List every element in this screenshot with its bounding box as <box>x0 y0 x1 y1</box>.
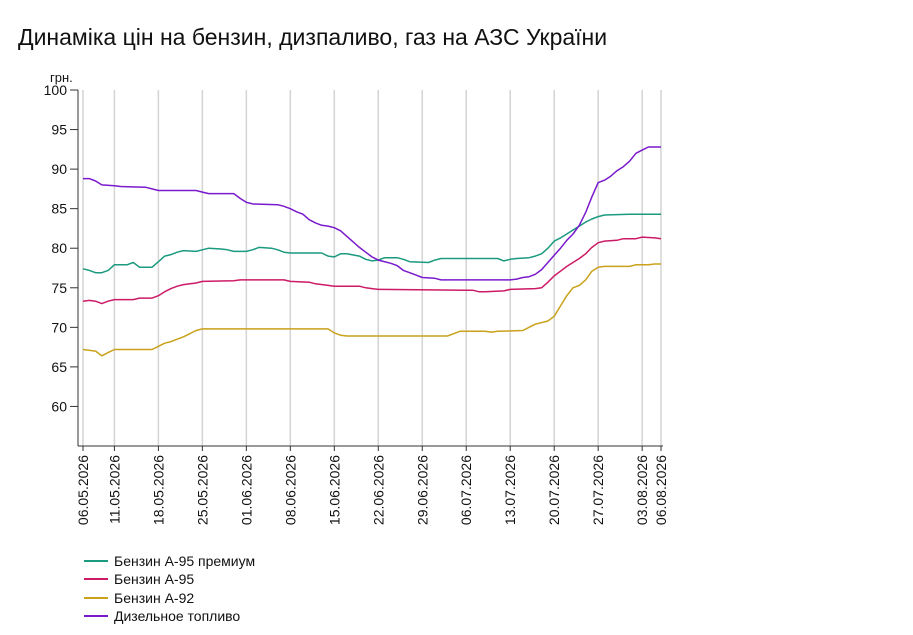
grid-lines <box>82 90 662 446</box>
chart-title: Динаміка цін на бензин, дизпаливо, газ н… <box>18 24 608 50</box>
x-tick-label: 29.06.2026 <box>414 455 430 525</box>
legend-label: Дизельное топливо <box>114 608 241 625</box>
y-tick-label: 60 <box>51 398 67 414</box>
legend-swatch <box>84 560 108 563</box>
legend-swatch <box>84 615 108 618</box>
x-tick-label: 15.06.2026 <box>326 455 342 525</box>
series-line-2 <box>82 236 662 305</box>
legend-label: Бензин А-95 <box>114 571 195 588</box>
x-tick-label: 22.06.2026 <box>370 455 386 525</box>
legend-label: Бензин А-95 премиум <box>114 553 256 570</box>
x-tick-label: 25.05.2026 <box>194 455 210 525</box>
x-tick-label: 13.07.2026 <box>502 455 518 525</box>
x-tick-label: 08.06.2026 <box>282 455 298 525</box>
legend-item: Дизельное топливо <box>84 607 255 625</box>
y-tick-label: 95 <box>51 122 67 138</box>
x-ticks: 06.05.2026 11.05.2026 18.05.2026 25.05.2026… <box>75 446 669 525</box>
y-tick-label: 90 <box>51 161 67 177</box>
x-tick-label: 01.06.2026 <box>238 455 254 525</box>
y-tick-label: 70 <box>51 319 67 335</box>
legend-label: Бензин А-92 <box>114 589 195 606</box>
y-axis-unit-label: грн. <box>50 70 73 85</box>
y-tick-label: 75 <box>51 280 67 296</box>
y-tick-label: 100 <box>44 82 68 98</box>
legend-item: Бензин А-95 <box>84 570 255 588</box>
y-tick-label: 85 <box>51 201 67 217</box>
legend-swatch <box>84 596 108 599</box>
x-tick-label: 06.07.2026 <box>458 455 474 525</box>
x-tick-label: 03.08.2026 <box>634 455 650 525</box>
y-ticks: 60 65 70 75 80 85 90 95 100 <box>44 82 78 414</box>
legend: Бензин А-95 премиум Бензин А-95 Бензин А-9… <box>84 552 255 625</box>
x-tick-label: 11.05.2026 <box>106 455 122 524</box>
x-tick-label: 18.05.2026 <box>150 455 166 525</box>
legend-swatch <box>84 578 108 581</box>
x-tick-label: 06.05.2026 <box>75 455 91 525</box>
y-tick-label: 80 <box>51 240 67 256</box>
series-line-1 <box>82 213 661 274</box>
legend-item: Бензин А-92 <box>84 589 255 607</box>
x-tick-label: 06.08.2026 <box>653 455 669 525</box>
series-lines <box>82 146 662 357</box>
axes <box>77 90 663 447</box>
legend-item: Бензин А-95 премиум <box>84 552 255 570</box>
y-tick-label: 65 <box>51 359 67 375</box>
series-line-4 <box>83 146 661 281</box>
x-tick-label: 27.07.2026 <box>590 455 606 525</box>
x-tick-label: 20.07.2026 <box>546 455 562 525</box>
series-line-3 <box>82 263 661 357</box>
